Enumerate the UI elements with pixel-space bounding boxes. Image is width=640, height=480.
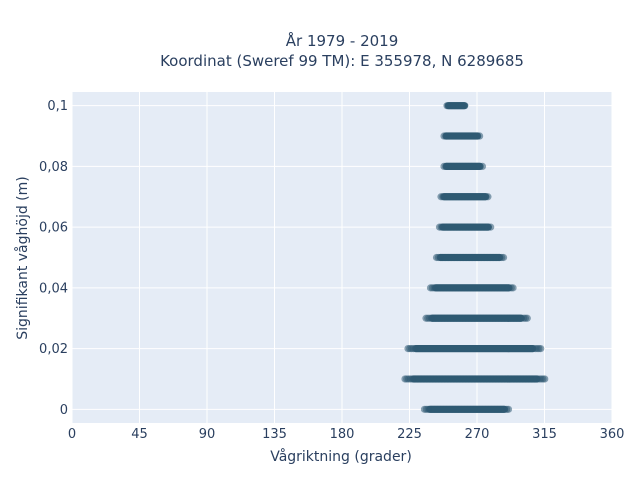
x-tick-label: 45 (131, 427, 148, 442)
y-tick-label: 0,02 (39, 342, 68, 357)
data-point (443, 102, 451, 110)
y-tick-label: 0,06 (39, 221, 68, 236)
data-point (411, 345, 419, 353)
data-point (461, 102, 469, 110)
x-tick-label: 360 (600, 427, 625, 442)
point-row (401, 375, 549, 383)
point-row (432, 253, 508, 262)
data-point (478, 162, 487, 170)
x-tick-label: 180 (330, 427, 355, 442)
point-row (426, 284, 517, 292)
data-point (504, 405, 513, 413)
point-row (422, 314, 531, 322)
x-axis-ticks: 0 45 90 135 180 225 270 315 360 (68, 427, 625, 442)
x-tick-label: 270 (465, 427, 490, 442)
data-point (499, 253, 508, 262)
x-tick-label: 225 (397, 427, 422, 442)
data-point (436, 253, 444, 262)
y-axis-label: Signifikant våghöjd (m) (14, 176, 31, 339)
y-axis-ticks: 0 0,02 0,04 0,06 0,08 0,1 (39, 99, 68, 418)
x-tick-label: 0 (68, 427, 76, 442)
data-point (437, 223, 445, 231)
x-tick-label: 90 (199, 427, 216, 442)
point-row (440, 132, 484, 140)
data-point (427, 314, 435, 322)
point-row (420, 405, 513, 413)
x-axis-label: Vågriktning (grader) (270, 448, 412, 465)
y-tick-label: 0,1 (47, 99, 68, 114)
point-row (435, 223, 495, 231)
point-row (440, 162, 487, 170)
data-point (476, 132, 484, 140)
chart-title-line2: Koordinat (Sweref 99 TM): E 355978, N 62… (160, 52, 524, 70)
data-point (408, 375, 416, 383)
data-point (537, 345, 545, 353)
data-point (439, 193, 447, 201)
y-tick-label: 0,08 (39, 160, 68, 175)
data-point (430, 284, 438, 292)
x-tick-label: 315 (532, 427, 557, 442)
data-point (484, 193, 492, 201)
point-row (404, 345, 545, 353)
point-row (443, 102, 469, 110)
data-point (487, 223, 495, 231)
x-tick-label: 135 (262, 427, 287, 442)
data-point (523, 314, 531, 322)
y-tick-label: 0 (60, 403, 68, 418)
data-point (424, 405, 432, 413)
data-point (541, 375, 549, 383)
data-point (442, 162, 450, 170)
point-row (437, 193, 492, 201)
data-point (442, 132, 450, 140)
y-tick-label: 0,04 (39, 281, 68, 296)
data-points (401, 102, 549, 413)
data-point (509, 284, 517, 292)
chart-title-line1: År 1979 - 2019 (286, 31, 399, 50)
